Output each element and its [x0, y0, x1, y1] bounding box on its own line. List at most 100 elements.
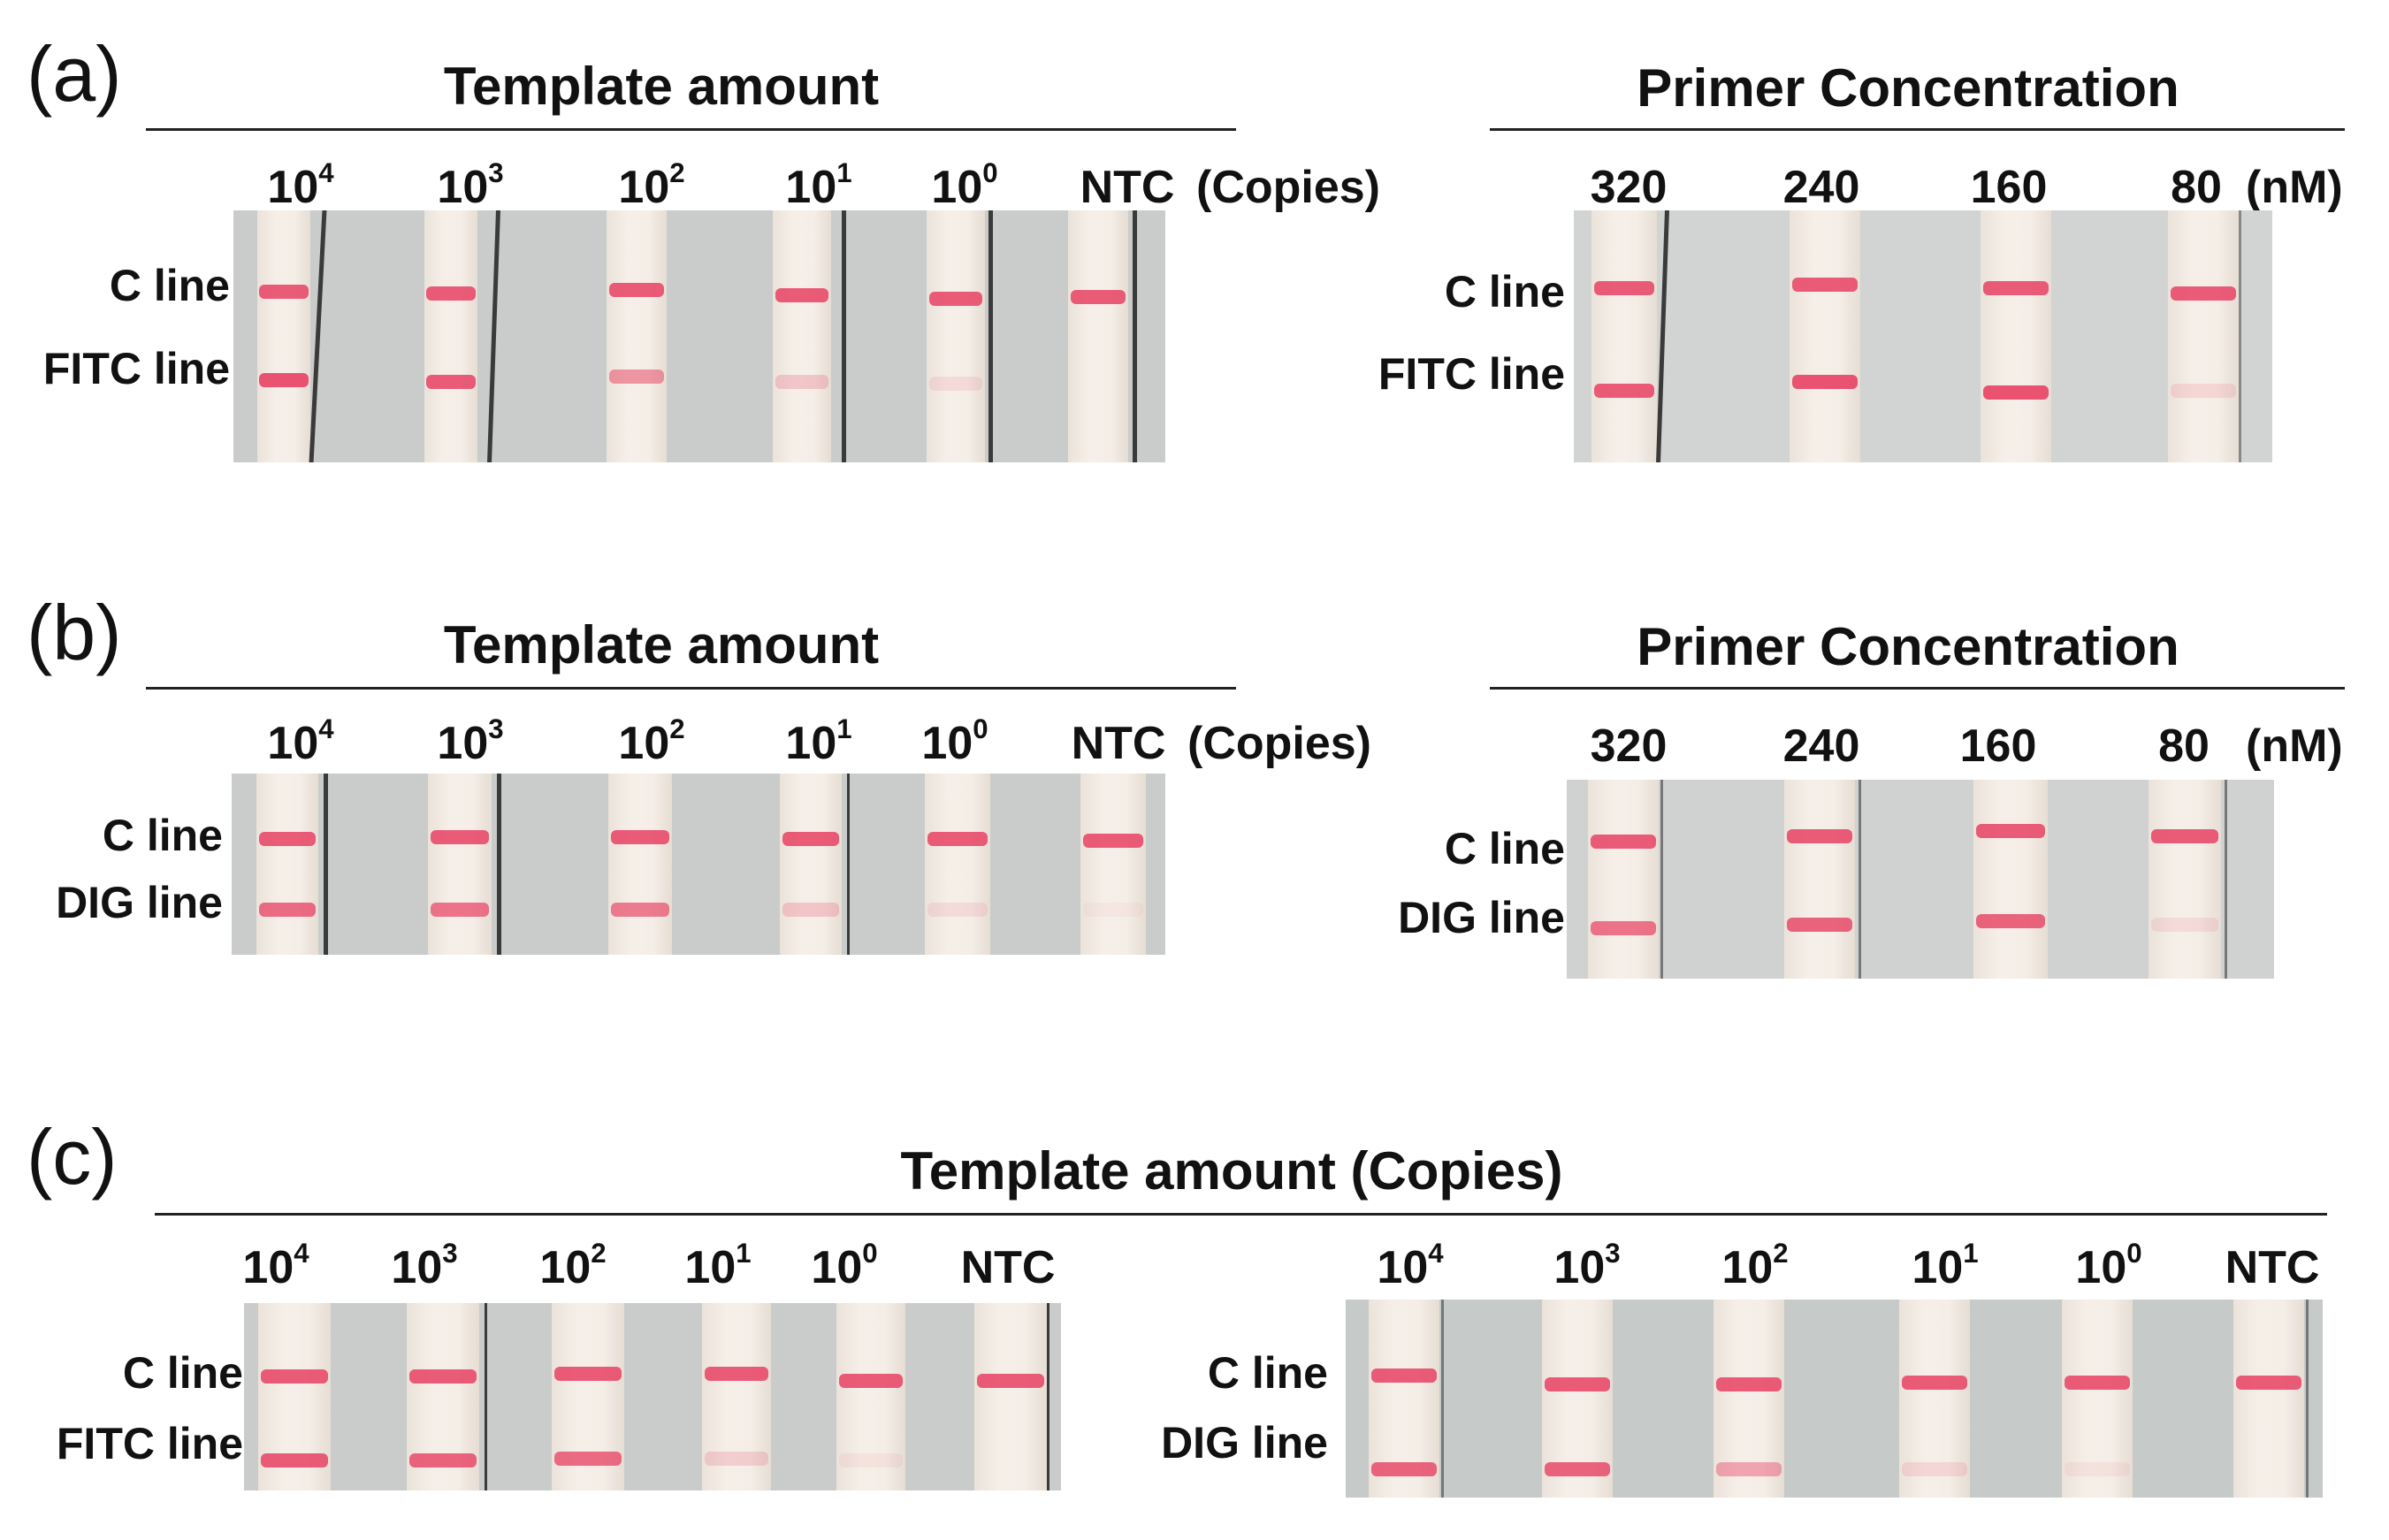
a-left-row2-label: FITC line — [43, 347, 230, 391]
test-line-band — [705, 1452, 768, 1466]
b-right-lane-1: 240 — [1783, 723, 1860, 769]
control-line-band — [2151, 829, 2217, 843]
b-left-row2-label: DIG line — [56, 881, 223, 925]
test-line-band — [609, 370, 665, 384]
strip-photo-b-right — [1567, 780, 2274, 979]
test-strip — [702, 1303, 771, 1490]
c-left-lane-0: 104 — [242, 1245, 309, 1291]
c-right-lane-0: 104 — [1377, 1245, 1443, 1291]
control-line-band — [1902, 1376, 1967, 1390]
panel-c-title: Template amount (Copies) — [901, 1145, 1563, 1198]
a-left-lane-3: 101 — [785, 164, 851, 210]
c-right-lane-5: NTC — [2225, 1245, 2320, 1291]
test-line-band — [1792, 375, 1858, 389]
strip-edge-shadow — [1047, 1303, 1049, 1490]
control-line-band — [782, 832, 839, 846]
test-strip — [1080, 774, 1146, 955]
test-strip — [1973, 780, 2048, 979]
control-line-band — [261, 1369, 327, 1384]
a-left-row1-label: C line — [110, 263, 230, 308]
strip-photo-c-right — [1346, 1300, 2323, 1498]
b-left-lane-3: 101 — [785, 720, 851, 766]
test-line-band — [426, 375, 475, 389]
panel-a-right-title: Primer Concentration — [1637, 62, 2179, 115]
test-strip — [1714, 1300, 1784, 1498]
strip-edge-shadow — [2306, 1300, 2309, 1498]
test-strip — [1899, 1300, 1970, 1498]
a-right-lane-2: 160 — [1971, 164, 2048, 210]
control-line-band — [927, 832, 988, 846]
c-left-lane-5: NTC — [961, 1245, 1056, 1291]
b-right-row2-label: DIG line — [1398, 896, 1565, 940]
strip-edge-shadow — [485, 1303, 487, 1490]
test-line-band — [259, 903, 316, 917]
test-line-band — [431, 903, 489, 917]
b-left-unit: (Copies) — [1187, 720, 1371, 766]
b-right-row1-label: C line — [1445, 827, 1565, 871]
control-line-band — [1716, 1377, 1782, 1391]
c-left-lane-2: 102 — [539, 1245, 606, 1291]
test-strip — [2233, 1300, 2304, 1498]
test-line-band — [409, 1453, 476, 1468]
a-left-unit: (Copies) — [1196, 164, 1380, 210]
a-right-lane-0: 320 — [1591, 164, 1668, 210]
c-right-row2-label: DIG line — [1161, 1421, 1328, 1465]
test-strip — [925, 774, 990, 955]
test-line-band — [554, 1452, 621, 1466]
control-line-band — [1071, 290, 1126, 304]
test-strip — [1790, 210, 1860, 462]
test-line-band — [1083, 903, 1143, 917]
strip-edge-shadow — [1660, 780, 1663, 979]
test-strip — [1369, 1300, 1439, 1498]
strip-edge-shadow — [1133, 210, 1137, 462]
strip-photo-a-right — [1574, 210, 2272, 462]
panel-b-left-title: Template amount — [444, 619, 879, 672]
test-line-band — [1594, 384, 1654, 398]
test-line-band — [782, 903, 839, 917]
a-left-lane-2: 102 — [618, 164, 684, 210]
test-strip — [258, 1303, 331, 1490]
panel-b-right-rule — [1490, 687, 2345, 690]
c-right-lane-2: 102 — [1721, 1245, 1788, 1291]
control-line-band — [2065, 1376, 2130, 1390]
strip-edge-shadow — [988, 210, 993, 462]
test-strip — [1591, 210, 1657, 462]
control-line-band — [259, 832, 316, 846]
test-line-band — [2065, 1462, 2130, 1476]
strip-edge-shadow — [2239, 210, 2241, 462]
test-line-band — [611, 903, 669, 917]
test-line-band — [261, 1453, 327, 1468]
a-left-lane-4: 100 — [931, 164, 997, 210]
b-right-unit: (nM) — [2246, 723, 2343, 769]
a-right-unit: (nM) — [2246, 164, 2343, 210]
a-right-lane-1: 240 — [1783, 164, 1860, 210]
test-line-band — [1787, 918, 1852, 932]
strip-edge-shadow — [309, 210, 327, 462]
strip-edge-shadow — [847, 774, 850, 955]
panel-a-letter: (a) — [27, 35, 122, 113]
test-strip — [974, 1303, 1047, 1490]
control-line-band — [1083, 834, 1143, 848]
c-right-row1-label: C line — [1208, 1351, 1328, 1395]
test-strip — [2062, 1300, 2133, 1498]
strip-edge-shadow — [1656, 210, 1669, 462]
b-left-lane-1: 103 — [437, 720, 503, 766]
strip-edge-shadow — [1441, 1300, 1444, 1498]
control-line-band — [929, 292, 983, 306]
test-line-band — [1716, 1462, 1782, 1476]
c-left-lane-3: 101 — [684, 1245, 751, 1291]
control-line-band — [1591, 835, 1656, 849]
control-line-band — [409, 1369, 476, 1384]
test-strip — [1068, 210, 1128, 462]
control-line-band — [1976, 824, 2044, 838]
panel-a-left-title: Template amount — [444, 60, 879, 113]
panel-b-right-title: Primer Concentration — [1637, 621, 2179, 674]
control-line-band — [426, 286, 475, 301]
test-strip — [607, 210, 667, 462]
control-line-band — [1787, 829, 1852, 843]
test-strip — [2168, 210, 2239, 462]
c-left-lane-1: 103 — [391, 1245, 457, 1291]
b-right-lane-0: 320 — [1591, 723, 1668, 769]
test-strip — [552, 1303, 624, 1490]
strip-edge-shadow — [497, 774, 501, 955]
